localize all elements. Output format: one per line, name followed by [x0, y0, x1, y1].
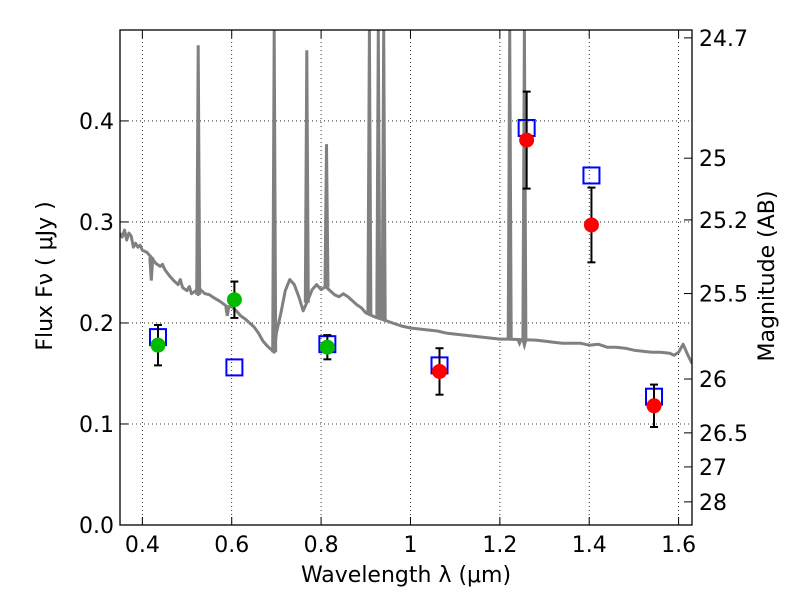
absorption-line-dip	[224, 306, 231, 317]
absorption-line-dip	[516, 339, 523, 348]
y2-tick-label: 26.5	[699, 422, 748, 447]
y-tick-label: 0.3	[79, 211, 114, 236]
observed-point	[646, 398, 662, 414]
x-tick-label: 1	[403, 533, 417, 558]
y2-tick-label: 24.7	[699, 27, 748, 52]
x-tick-label: 1.4	[572, 533, 607, 558]
x-tick-label: 1.6	[661, 533, 696, 558]
observed-point	[519, 132, 535, 148]
axes: 0.4 0.6 0.8 1 1.2 1.4 1.6 0.0 0.1 0.2 0.3 0.4 24.7 25…	[79, 27, 748, 558]
y2-tick-label: 25.2	[699, 209, 748, 234]
data-points-layer	[148, 90, 664, 429]
y2-tick-label: 26	[699, 368, 727, 393]
y-tick-label: 0.2	[79, 312, 114, 337]
y2-tick-label: 28	[699, 491, 727, 516]
emission-line-spike	[271, 30, 278, 353]
template-spectrum-line	[120, 228, 692, 365]
emission-line-spike	[366, 30, 373, 315]
model-photometry-square	[225, 358, 244, 377]
observed-point	[226, 292, 242, 308]
x-tick-label: 0.8	[304, 533, 339, 558]
y2-axis-label: Magnitude (AB)	[755, 191, 780, 362]
observed-point	[150, 337, 166, 353]
observed-point	[319, 339, 335, 355]
emission-line-spike	[506, 30, 513, 340]
y-axis-label: Flux Fν ( μJy )	[33, 201, 58, 350]
template-spectrum-layer	[120, 30, 692, 365]
x-tick-label: 1.2	[482, 533, 517, 558]
x-axis-label: Wavelength λ (μm)	[301, 563, 511, 588]
y-tick-label: 0.0	[79, 514, 114, 539]
y2-tick-label: 27	[699, 456, 727, 481]
observed-point	[432, 363, 448, 379]
emission-line-spike	[323, 144, 330, 288]
plot-frame	[119, 29, 693, 526]
emission-line-spike	[380, 30, 387, 320]
emission-line-spike	[303, 50, 310, 303]
emission-line-spike	[375, 30, 382, 319]
x-tick-label: 0.4	[125, 533, 160, 558]
model-photometry-square	[582, 166, 601, 185]
y2-tick-label: 25.5	[699, 283, 748, 308]
absorption-line-dip	[148, 257, 155, 281]
observed-point	[583, 217, 599, 233]
y-tick-label: 0.4	[79, 110, 114, 135]
absorption-line-dip	[521, 339, 528, 351]
emission-line-spike	[521, 30, 528, 340]
y-tick-label: 0.1	[79, 413, 114, 438]
x-tick-label: 0.6	[214, 533, 249, 558]
emission-line-spike	[195, 45, 202, 295]
y2-tick-label: 25	[699, 147, 727, 172]
